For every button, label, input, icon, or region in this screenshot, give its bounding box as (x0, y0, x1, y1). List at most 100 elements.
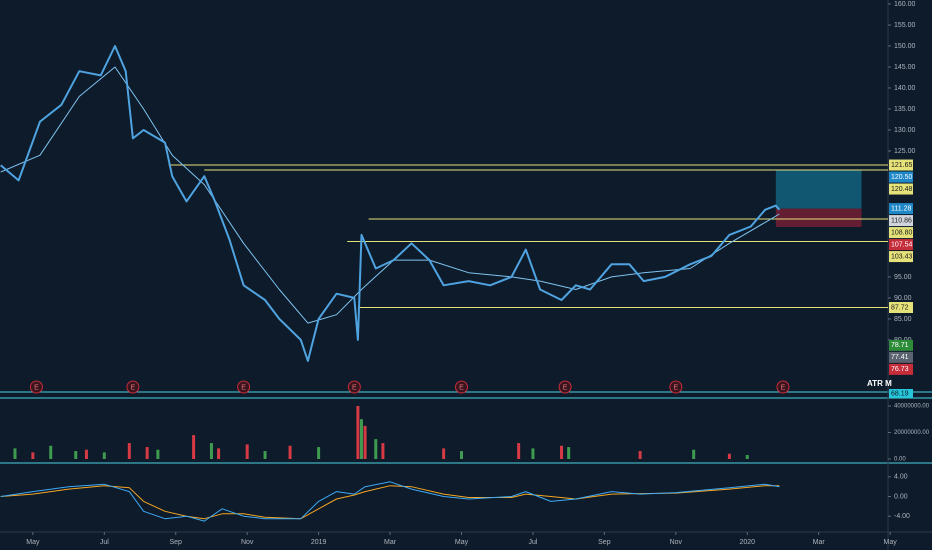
earnings-marker (455, 380, 469, 394)
volume-bar (381, 443, 385, 460)
price-tag: 108.80 (889, 227, 913, 239)
y-tick-label: 90.00 (894, 295, 912, 302)
y-tick-label: 140.00 (894, 85, 916, 92)
earnings-marker (558, 380, 572, 394)
volume-bar (374, 439, 378, 460)
y-tick-label: 150.00 (894, 43, 916, 50)
volume-bar (359, 419, 363, 460)
earnings-marker (669, 380, 683, 394)
price-tag: 107.54 (889, 239, 913, 251)
price-tag: 120.50 (889, 171, 913, 183)
price-tag-box (889, 227, 913, 239)
volume-bar (317, 447, 321, 460)
price-tag-label: 107.54 (891, 241, 913, 248)
volume-bar (74, 451, 78, 460)
earnings-label: E (459, 384, 464, 391)
earnings-marker (126, 380, 140, 394)
volume-bar (192, 435, 196, 460)
earnings-marker (347, 380, 361, 394)
volume-tick-label: 0.00 (894, 457, 906, 463)
price-tag-label: 76.73 (891, 366, 909, 373)
y-tick-label: 155.00 (894, 22, 916, 29)
price-tag-label: 110.86 (891, 217, 912, 224)
price-tag: 120.48 (889, 183, 913, 195)
earnings-label: E (241, 384, 246, 391)
atr-label: ATR M (867, 379, 892, 388)
price-tag-label: 103.43 (891, 253, 913, 260)
price-tag-box (889, 239, 913, 251)
x-tick-label: Nov (241, 539, 254, 546)
price-tag-box (889, 363, 913, 375)
volume-bar (692, 449, 696, 460)
price-tag: 121.65 (889, 159, 913, 171)
y-tick-label: 85.00 (894, 316, 912, 323)
price-tag: 87.72 (889, 302, 913, 314)
signal-line (0, 485, 780, 520)
price-tag: 111.28 (889, 203, 913, 215)
price-tag: 78.71 (889, 339, 913, 351)
y-tick-label: 160.00 (894, 1, 916, 8)
moving-average (0, 66, 780, 324)
volume-bar (156, 449, 160, 460)
x-tick-label: Jul (100, 539, 109, 546)
price-tag-label: 120.50 (891, 174, 913, 181)
volume-bar (727, 453, 731, 460)
x-tick-label: May (884, 539, 898, 546)
earnings-label: E (352, 384, 357, 391)
price-tag: 76.73 (889, 363, 913, 375)
x-tick-label: May (455, 539, 469, 546)
volume-tick-label: 40000000.00 (894, 404, 930, 410)
x-tick-label: Mar (813, 539, 826, 546)
price-tag-box (889, 171, 913, 183)
volume-bar (145, 447, 149, 460)
x-tick-label: Mar (384, 539, 397, 546)
volume-bar (363, 425, 367, 460)
x-tick-label: 2020 (739, 539, 755, 546)
volume-bar (745, 455, 749, 460)
price-tag: 77.41 (889, 351, 913, 363)
price-tag-label: 120.48 (891, 186, 913, 193)
earnings-marker (237, 380, 251, 394)
target-zone (775, 169, 862, 209)
x-tick-label: 2019 (311, 539, 327, 546)
price-tag: 110.86 (889, 215, 913, 227)
volume-bar (102, 452, 106, 460)
earnings-marker (776, 380, 790, 394)
price-tag-box (889, 302, 913, 314)
price-line (0, 45, 781, 362)
earnings-label: E (34, 384, 39, 391)
price-tag-label: 111.28 (891, 205, 911, 212)
volume-bar (49, 445, 53, 460)
macd-tick-label: 4.00 (894, 474, 908, 481)
volume-bar (517, 443, 521, 460)
y-tick-label: 145.00 (894, 64, 916, 71)
macd-line (0, 481, 780, 522)
y-tick-label: 135.00 (894, 106, 916, 113)
macd-tick-label: -4.00 (894, 513, 910, 520)
price-tag: 103.43 (889, 251, 913, 263)
earnings-marker (29, 380, 43, 394)
volume-bar (127, 443, 131, 460)
atr-value-box (889, 389, 913, 398)
volume-bar (31, 452, 35, 460)
x-tick-label: Sep (170, 539, 183, 546)
volume-bar (84, 449, 88, 460)
y-tick-label: 125.00 (894, 148, 916, 155)
x-tick-label: May (26, 539, 40, 546)
y-tick-label: 130.00 (894, 127, 916, 134)
price-tag-box (889, 339, 913, 351)
volume-bar (217, 448, 221, 460)
volume-tick-label: 20000000.00 (894, 430, 930, 436)
price-tag-label: 77.41 (891, 354, 909, 361)
x-tick-label: Nov (670, 539, 683, 546)
volume-bar (13, 448, 17, 460)
price-tag-box (889, 203, 913, 215)
macd-tick-label: 0.00 (894, 493, 908, 500)
price-tag-label: 87.72 (891, 304, 909, 311)
volume-bar (560, 445, 564, 460)
volume-bar (209, 443, 213, 460)
stop-zone (775, 208, 862, 227)
price-tag-box (889, 183, 913, 195)
